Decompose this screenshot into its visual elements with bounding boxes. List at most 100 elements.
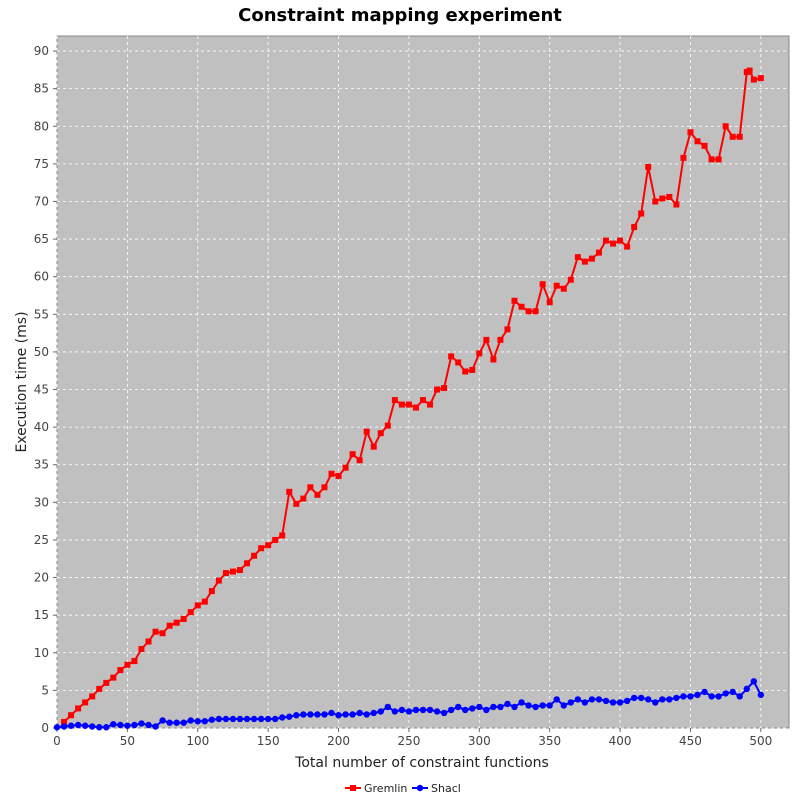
data-point-shacl	[335, 712, 342, 719]
series-layer	[53, 67, 765, 731]
data-point-gremlin	[560, 285, 567, 292]
y-tick-label: 25	[34, 533, 49, 547]
data-point-shacl	[138, 720, 145, 727]
legend-label-shacl: Shacl	[431, 782, 461, 795]
data-point-gremlin	[286, 488, 293, 495]
data-point-gremlin	[666, 193, 673, 200]
y-tick-label: 35	[34, 458, 49, 472]
data-point-gremlin	[328, 470, 335, 477]
x-tick-label: 0	[53, 734, 61, 748]
data-point-gremlin	[103, 679, 110, 686]
data-point-gremlin	[567, 276, 574, 283]
data-point-shacl	[166, 719, 173, 726]
data-point-shacl	[757, 691, 765, 699]
data-point-gremlin	[89, 693, 96, 700]
data-point-gremlin	[680, 154, 687, 161]
data-point-shacl	[307, 711, 314, 718]
data-point-gremlin	[222, 570, 229, 577]
x-tick-label: 200	[327, 734, 350, 748]
data-point-shacl	[673, 694, 680, 702]
data-point-gremlin	[715, 156, 722, 163]
y-tick-label: 30	[34, 495, 49, 509]
legend-marker-gremlin	[350, 785, 356, 791]
data-point-shacl	[159, 717, 166, 724]
data-point-gremlin	[757, 75, 764, 82]
data-point-gremlin	[469, 366, 476, 373]
data-point-shacl	[609, 699, 617, 706]
y-tick-label: 5	[41, 683, 49, 697]
legend-item-gremlin: Gremlin	[345, 782, 407, 795]
data-point-gremlin	[539, 281, 546, 288]
data-point-shacl	[440, 709, 448, 717]
data-point-gremlin	[342, 464, 349, 471]
x-tick-label: 300	[468, 734, 491, 748]
series-shacl	[53, 678, 765, 731]
y-tick-label: 90	[34, 44, 49, 58]
x-tick-label: 50	[120, 734, 135, 748]
data-point-shacl	[377, 708, 384, 715]
data-point-shacl	[349, 711, 356, 718]
data-point-gremlin	[335, 473, 342, 480]
x-tick-label: 500	[749, 734, 772, 748]
data-point-gremlin	[624, 243, 631, 250]
data-point-gremlin	[279, 532, 286, 539]
data-point-gremlin	[518, 303, 525, 310]
data-point-shacl	[60, 723, 68, 730]
data-point-shacl	[264, 715, 272, 723]
data-point-shacl	[483, 706, 490, 714]
data-point-gremlin	[511, 297, 518, 304]
y-tick-label: 15	[34, 608, 49, 622]
data-point-gremlin	[61, 718, 68, 725]
axes: 0 5 10 15 20 25 30 35 40 45 50 55 60 65 70 75 80 85 90 0 50 1…	[34, 44, 773, 748]
y-tick-label: 60	[34, 270, 49, 284]
data-point-shacl	[356, 709, 363, 717]
data-point-shacl	[131, 721, 138, 729]
data-point-shacl	[616, 699, 624, 706]
data-point-gremlin	[131, 658, 138, 665]
y-tick-label: 20	[34, 571, 49, 585]
data-point-gremlin	[272, 536, 279, 543]
data-point-gremlin	[110, 674, 117, 681]
data-point-gremlin	[398, 401, 405, 408]
x-tick-label: 350	[538, 734, 561, 748]
data-point-shacl	[342, 711, 349, 718]
data-point-shacl	[602, 697, 610, 705]
data-point-shacl	[363, 711, 370, 718]
y-tick-label: 75	[34, 157, 49, 171]
data-point-shacl	[680, 693, 687, 700]
data-point-gremlin	[321, 484, 328, 491]
data-point-shacl	[391, 708, 399, 715]
data-point-shacl	[321, 711, 328, 718]
data-point-shacl	[286, 713, 293, 720]
legend-marker-shacl	[416, 784, 424, 792]
data-point-gremlin	[244, 560, 251, 567]
data-point-gremlin	[638, 210, 645, 217]
data-point-gremlin	[96, 685, 103, 692]
data-point-gremlin	[391, 397, 398, 404]
data-point-shacl	[595, 696, 603, 703]
data-point-gremlin	[659, 195, 666, 202]
data-point-shacl	[722, 690, 729, 697]
data-point-gremlin	[215, 577, 222, 584]
data-point-shacl	[222, 715, 230, 723]
data-point-gremlin	[229, 568, 236, 575]
data-point-gremlin	[504, 326, 511, 333]
data-point-gremlin	[455, 359, 462, 366]
data-point-gremlin	[736, 133, 743, 140]
data-point-shacl	[419, 706, 427, 714]
legend-item-shacl: Shacl	[412, 782, 461, 795]
data-point-shacl	[110, 721, 117, 728]
data-point-shacl	[490, 703, 497, 711]
data-point-gremlin	[300, 495, 307, 502]
data-point-shacl	[81, 722, 89, 729]
data-point-gremlin	[68, 712, 75, 719]
data-point-gremlin	[117, 667, 124, 674]
y-tick-label: 55	[34, 307, 49, 321]
data-point-shacl	[152, 723, 159, 730]
data-point-gremlin	[729, 133, 736, 140]
data-point-shacl	[293, 712, 300, 719]
plot-area	[56, 35, 790, 729]
data-point-gremlin	[617, 237, 624, 244]
data-point-gremlin	[574, 254, 581, 261]
